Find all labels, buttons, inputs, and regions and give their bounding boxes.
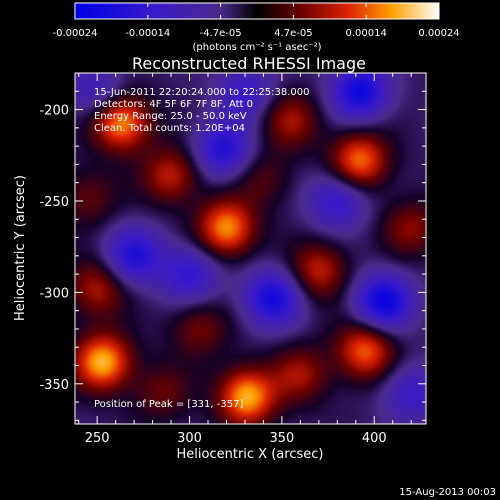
annotation-detectors: Detectors: 4F 5F 6F 7F 8F, Att 0: [94, 99, 253, 110]
y-tick-label: -250: [39, 195, 69, 210]
annotation-counts: Clean. Total counts: 1.20E+04: [94, 123, 245, 134]
peak-position-label: Position of Peak = [331, -357]: [94, 399, 243, 410]
axis-ticks: 250 300 350 400 -200 -250 -300 -350: [39, 72, 426, 446]
colorbar-unit-label: (photons cm⁻² s⁻¹ asec⁻²): [192, 42, 321, 53]
annotation-energy: Energy Range: 25.0 - 50.0 keV: [94, 111, 247, 122]
colorbar-ticks: -0.00024 -0.00014 -4.7e-05 4.7e-05 0.00014 0.…: [53, 3, 460, 39]
x-axis-title: Heliocentric X (arcsec): [177, 447, 324, 462]
x-tick-label: 300: [177, 431, 202, 446]
x-tick-label: 250: [85, 431, 110, 446]
y-tick-label: -300: [39, 286, 69, 301]
colorbar-tick-label: 0.00014: [346, 28, 387, 39]
chart-title: Reconstructed RHESSI Image: [132, 54, 366, 73]
colorbar-tick-label: 4.7e-05: [274, 28, 312, 39]
x-tick-label: 400: [362, 431, 387, 446]
footer-date: 15-Aug-2013 00:03: [399, 487, 496, 498]
heatmap-image: [75, 73, 426, 424]
annotation-time: 15-Jun-2011 22:20:24.000 to 22:25:38.000: [94, 87, 310, 98]
colorbar-tick-label: -0.00024: [53, 28, 98, 39]
plot-frame: [74, 72, 427, 425]
colorbar-tick-label: -0.00014: [125, 28, 170, 39]
x-tick-label: 350: [269, 431, 294, 446]
y-tick-label: -350: [39, 378, 69, 393]
colorbar: [74, 2, 440, 20]
colorbar-tick-label: -4.7e-05: [200, 28, 242, 39]
y-axis-title: Heliocentric Y (arcsec): [13, 175, 28, 321]
colorbar-tick-label: 0.00024: [418, 28, 459, 39]
y-tick-label: -200: [39, 104, 69, 119]
